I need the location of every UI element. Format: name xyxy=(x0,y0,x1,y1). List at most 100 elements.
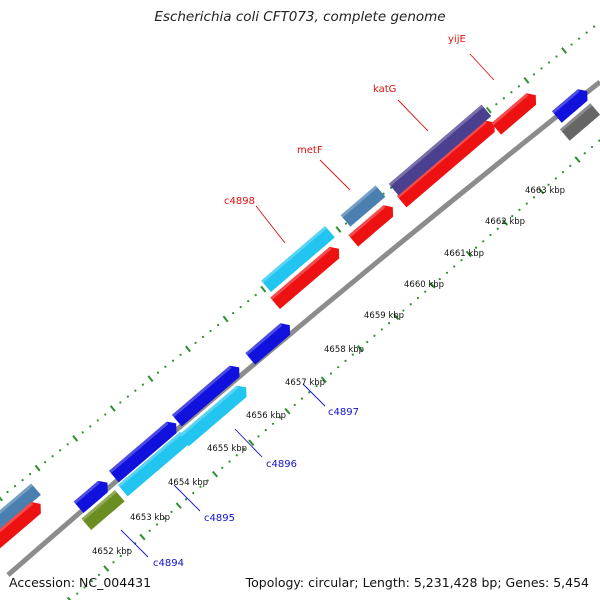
gene-blue-edge-highlight xyxy=(551,89,580,114)
gene-gray-edge[interactable] xyxy=(559,103,600,141)
inner-minor-tick xyxy=(271,422,275,425)
gene-label-metF[interactable]: metF xyxy=(297,145,323,156)
gene-blue-c4896b-shape xyxy=(171,365,240,427)
outer-minor-tick xyxy=(81,431,84,434)
outer-minor-tick xyxy=(517,85,521,88)
gene-red-left-shape xyxy=(0,502,41,550)
gene-label-yijE[interactable]: yijE xyxy=(448,34,466,45)
gene-blue-c4897[interactable] xyxy=(245,319,294,365)
inner-minor-tick xyxy=(76,592,79,595)
inner-minor-tick xyxy=(409,303,412,306)
gene-red-c4898[interactable] xyxy=(270,243,344,309)
gene-cyan-c4898[interactable] xyxy=(261,226,335,292)
inner-minor-tick xyxy=(126,548,130,551)
inner-minor-tick xyxy=(192,491,195,495)
outer-minor-tick xyxy=(540,67,543,70)
inner-minor-tick xyxy=(329,372,333,375)
inner-minor-tick xyxy=(119,554,122,558)
gene-label-c4895[interactable]: c4895 xyxy=(204,513,235,524)
outer-minor-tick xyxy=(59,449,62,452)
gene-labels: yijE katG metF c4898 c4897 c4896 c4895 c4894 xyxy=(153,34,466,569)
gene-blue-edge[interactable] xyxy=(551,85,592,123)
outer-minor-tick xyxy=(585,31,588,34)
gene-red-left[interactable] xyxy=(0,498,45,550)
gene-blue-c4897-highlight xyxy=(245,323,283,356)
outer-minor-tick xyxy=(119,401,122,404)
outer-minor-tick xyxy=(171,359,175,362)
inner-minor-tick xyxy=(184,498,188,501)
map-title: Escherichia coli CFT073, complete genome xyxy=(154,9,446,25)
inner-major-tick xyxy=(211,470,219,478)
outer-minor-tick xyxy=(156,371,160,374)
gene-cyan-c4896-shape xyxy=(178,385,247,447)
inner-minor-tick xyxy=(416,296,420,300)
gene-label-c4894[interactable]: c4894 xyxy=(153,558,184,569)
inner-minor-tick xyxy=(293,403,296,407)
gene-cyan-c4896[interactable] xyxy=(178,382,251,447)
gene-red-yijE-highlight xyxy=(491,93,529,126)
outer-minor-tick xyxy=(209,329,212,333)
gene-red-yijE-shape xyxy=(491,93,537,135)
inner-major-tick xyxy=(538,187,545,195)
leader-c4897 xyxy=(302,383,326,407)
gene-label-katG[interactable]: katG xyxy=(373,84,396,95)
gene-label-c4898[interactable]: c4898 xyxy=(224,196,255,207)
gene-cyan-c4895[interactable] xyxy=(117,431,191,497)
outer-minor-tick xyxy=(502,97,505,100)
outer-major-tick xyxy=(147,375,154,383)
accession-text: Accession: NC_004431 xyxy=(9,575,152,590)
gene-red-metF-highlight xyxy=(348,205,386,238)
scale-labels: 4652 kbp 4653 kbp 4654 kbp 4655 kbp 4656 kbp… xyxy=(92,186,565,557)
outer-minor-tick xyxy=(6,490,9,494)
outer-minor-tick xyxy=(510,91,513,94)
gene-blue-c4897-shape xyxy=(245,323,291,365)
inner-minor-tick xyxy=(532,196,536,199)
gene-purple-katG[interactable] xyxy=(388,104,492,196)
inner-minor-tick xyxy=(83,586,86,589)
outer-minor-tick xyxy=(495,103,498,106)
inner-minor-tick xyxy=(460,259,463,262)
inner-minor-tick xyxy=(583,152,586,155)
gene-blue-c4896a-highlight xyxy=(108,421,169,474)
gene-steelblue-metF[interactable] xyxy=(340,185,386,227)
gene-blue-c4896a-shape xyxy=(108,421,177,483)
gene-purple-katG-highlight xyxy=(388,104,484,187)
inner-major-tick xyxy=(103,565,110,572)
inner-minor-tick xyxy=(351,353,354,356)
gene-blue-c4896b[interactable] xyxy=(171,362,244,427)
genome-summary-text: Topology: circular; Length: 5,231,428 bp… xyxy=(245,575,589,590)
gene-cyan-c4896-highlight xyxy=(178,385,239,438)
scale-label: 4657 kbp xyxy=(285,378,325,388)
scale-label: 4654 kbp xyxy=(168,478,208,488)
inner-major-tick xyxy=(175,502,182,509)
gene-red-metF[interactable] xyxy=(348,201,397,247)
outer-major-tick xyxy=(561,47,568,54)
gene-steelblue-left[interactable] xyxy=(0,483,41,533)
gene-gray-edge-highlight xyxy=(559,103,593,132)
gene-label-c4897[interactable]: c4897 xyxy=(328,407,359,418)
gene-steelblue-left-shape xyxy=(0,483,41,533)
gene-label-c4896[interactable]: c4896 xyxy=(266,459,297,470)
inner-minor-tick xyxy=(264,429,267,432)
inner-major-tick xyxy=(284,407,291,415)
gene-blue-c4896a[interactable] xyxy=(108,418,181,483)
inner-minor-tick xyxy=(511,215,514,218)
scale-label: 4659 kbp xyxy=(364,311,404,321)
gene-olive-highlight xyxy=(81,490,117,521)
inner-minor-tick xyxy=(561,171,565,174)
inner-minor-tick xyxy=(155,523,159,526)
gene-cyan-c4895-highlight xyxy=(117,431,183,488)
outer-major-tick xyxy=(260,285,267,293)
inner-major-tick xyxy=(393,313,400,321)
inner-minor-tick xyxy=(199,485,202,488)
gene-blue-c4894[interactable] xyxy=(73,477,113,514)
outer-major-tick xyxy=(185,345,191,353)
gene-red-yijE[interactable] xyxy=(491,89,540,135)
outer-minor-tick xyxy=(247,300,250,303)
inner-major-tick xyxy=(139,533,146,541)
outer-major-tick xyxy=(523,76,530,84)
gene-olive[interactable] xyxy=(81,490,125,530)
gene-red-katG[interactable] xyxy=(396,117,500,208)
leader-c4896 xyxy=(234,428,263,458)
